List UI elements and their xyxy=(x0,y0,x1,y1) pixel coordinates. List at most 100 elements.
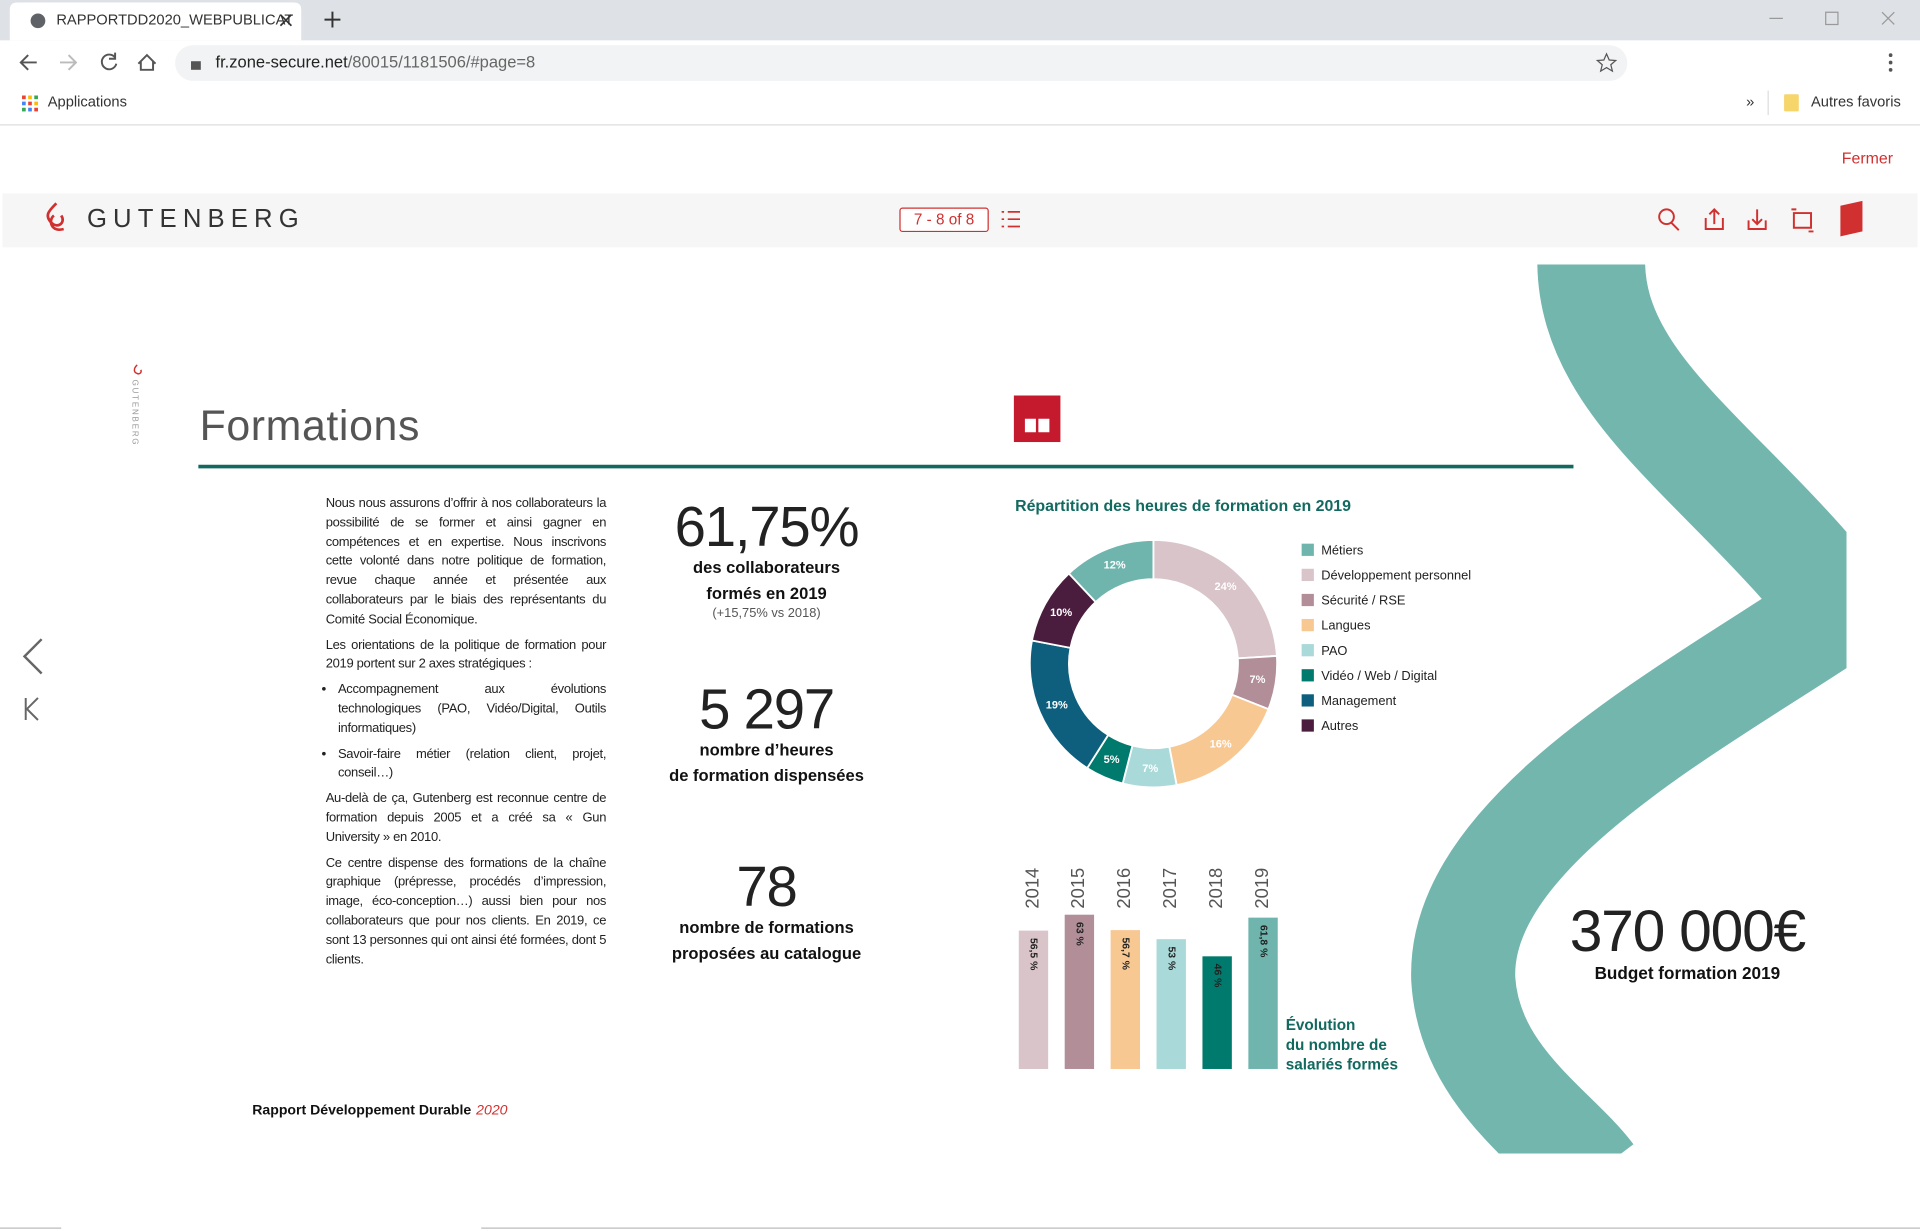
chart-title: Répartition des heures de formation en 2… xyxy=(1015,498,1351,515)
legend-swatch xyxy=(1301,543,1314,556)
data-label: 16% xyxy=(1210,739,1232,751)
bullet-list: Accompagnement aux évolutions technologi… xyxy=(326,681,606,784)
bar xyxy=(1064,914,1095,1069)
bookmark-star[interactable] xyxy=(1595,52,1618,73)
window-controls[interactable] xyxy=(1769,11,1895,26)
bar xyxy=(1202,956,1232,1069)
stat-line: formés en 2019 xyxy=(706,583,827,602)
data-label: 56,7 % xyxy=(1120,937,1131,969)
url: fr.zone-secure.net/80015/1181506/#page=8 xyxy=(216,53,536,72)
stat-line: de formation dispensées xyxy=(669,765,864,785)
new-tab[interactable] xyxy=(324,11,341,28)
legend-swatch xyxy=(1301,719,1314,732)
favicon xyxy=(30,13,46,29)
data-label: 53 % xyxy=(1165,947,1176,971)
chevron[interactable]: » xyxy=(1746,95,1754,111)
page-indicator-box[interactable] xyxy=(899,207,989,233)
home[interactable] xyxy=(137,53,157,71)
first-page[interactable] xyxy=(24,697,39,721)
side-logo-mark xyxy=(133,364,142,375)
x-tick-label: 2015 xyxy=(1067,868,1088,909)
tab-close[interactable] xyxy=(279,14,293,27)
apps-icon xyxy=(22,95,38,112)
stat: 5 297 nombre d’heures de formation dispe… xyxy=(632,680,901,789)
tab[interactable] xyxy=(9,2,302,41)
bar xyxy=(1018,930,1049,1069)
bullet: Savoir-faire métier (relation client, pr… xyxy=(338,745,606,784)
fullscreen[interactable] xyxy=(1791,208,1814,233)
bar xyxy=(1156,939,1186,1069)
side-logo: GUTENBERG xyxy=(131,380,140,447)
close-link[interactable]: Fermer xyxy=(1842,150,1894,167)
legend-label: Vidéo / Web / Digital xyxy=(1321,668,1437,683)
share[interactable] xyxy=(1704,208,1724,230)
chart-title: du nombre de xyxy=(1286,1037,1387,1054)
paragraph: Les orientations de la politique de form… xyxy=(325,637,607,672)
x-tick-label: 2014 xyxy=(1021,868,1042,909)
stat: 61,75% des collaborateurs formés en 2019… xyxy=(632,497,901,621)
donut-segment xyxy=(1030,572,1097,649)
stat-value: 78 xyxy=(736,854,797,919)
bookmark[interactable]: Applications xyxy=(48,95,127,111)
legend-swatch xyxy=(1301,618,1314,632)
sdg-book xyxy=(1024,418,1050,433)
footer: Rapport Développement Durable 2020 xyxy=(252,1101,507,1117)
data-label: 12% xyxy=(1104,560,1126,572)
stat-value: 5 297 xyxy=(699,677,835,741)
stat-value: 61,75% xyxy=(674,494,860,559)
page-indicator: 7 - 8 of 8 xyxy=(914,211,974,228)
stat-line: proposées au catalogue xyxy=(671,943,862,962)
data-label: 10% xyxy=(1050,607,1072,619)
legend-swatch xyxy=(1301,593,1314,607)
data-label: 24% xyxy=(1215,581,1237,593)
x-tick-label: 2016 xyxy=(1113,868,1134,909)
stat-note: (+15,75% vs 2018) xyxy=(712,606,821,621)
data-label: 7% xyxy=(1142,763,1158,775)
other-bookmarks[interactable]: Autres favoris xyxy=(1811,95,1901,111)
data-label: 63 % xyxy=(1074,922,1085,946)
data-label: 46 % xyxy=(1211,964,1222,988)
url-host: fr.zone-secure.net xyxy=(216,53,349,72)
budget-label: Budget formation 2019 xyxy=(1595,963,1781,983)
prev-page[interactable] xyxy=(22,638,43,675)
download[interactable] xyxy=(1747,209,1767,230)
data-label: 5% xyxy=(1104,754,1120,766)
stat-line: nombre de formations xyxy=(679,918,854,937)
x-tick-label: 2017 xyxy=(1159,868,1180,909)
url-path: /80015/1181506/#page=8 xyxy=(348,53,536,72)
donut-segment xyxy=(1152,539,1278,660)
chart-title: salariés formés xyxy=(1286,1056,1398,1073)
budget-value: 370 000€ xyxy=(1570,899,1806,964)
bar xyxy=(1248,917,1278,1069)
search[interactable] xyxy=(1658,208,1680,231)
logo-mark xyxy=(46,202,65,231)
forward[interactable] xyxy=(60,54,78,71)
legend-swatch xyxy=(1301,694,1314,707)
book-icon[interactable] xyxy=(1840,200,1863,237)
tab-title: RAPPORTDD2020_WEBPUBLICAT xyxy=(56,13,293,29)
stat-line: nombre d’heures xyxy=(699,740,834,760)
stat-line: des collaborateurs xyxy=(693,558,841,577)
legend-swatch xyxy=(1301,568,1314,582)
reload[interactable] xyxy=(100,52,118,71)
address-bar[interactable] xyxy=(175,45,1628,81)
stat: 78 nombre de formations proposées au cat… xyxy=(632,857,901,966)
back[interactable] xyxy=(19,54,37,71)
swoosh xyxy=(1411,264,1847,1154)
footer-year: 2020 xyxy=(475,1101,507,1117)
sdg-icon xyxy=(1013,395,1061,443)
toc[interactable] xyxy=(1001,210,1021,228)
legend-label: Sécurité / RSE xyxy=(1321,593,1406,608)
x-tick-label: 2019 xyxy=(1251,868,1272,909)
legend-label: PAO xyxy=(1321,643,1347,658)
donut-segment xyxy=(1028,639,1110,770)
legend-swatch xyxy=(1301,669,1314,682)
doc-title: Formations xyxy=(200,402,420,450)
paragraph: Ce centre dispense des formations de la … xyxy=(325,855,607,967)
body-text: Nous nous assurons d’offrir à nos collab… xyxy=(325,495,607,977)
lock xyxy=(191,61,201,70)
paragraph: Au-delà de ça, Gutenberg est reconnue ce… xyxy=(325,791,607,845)
